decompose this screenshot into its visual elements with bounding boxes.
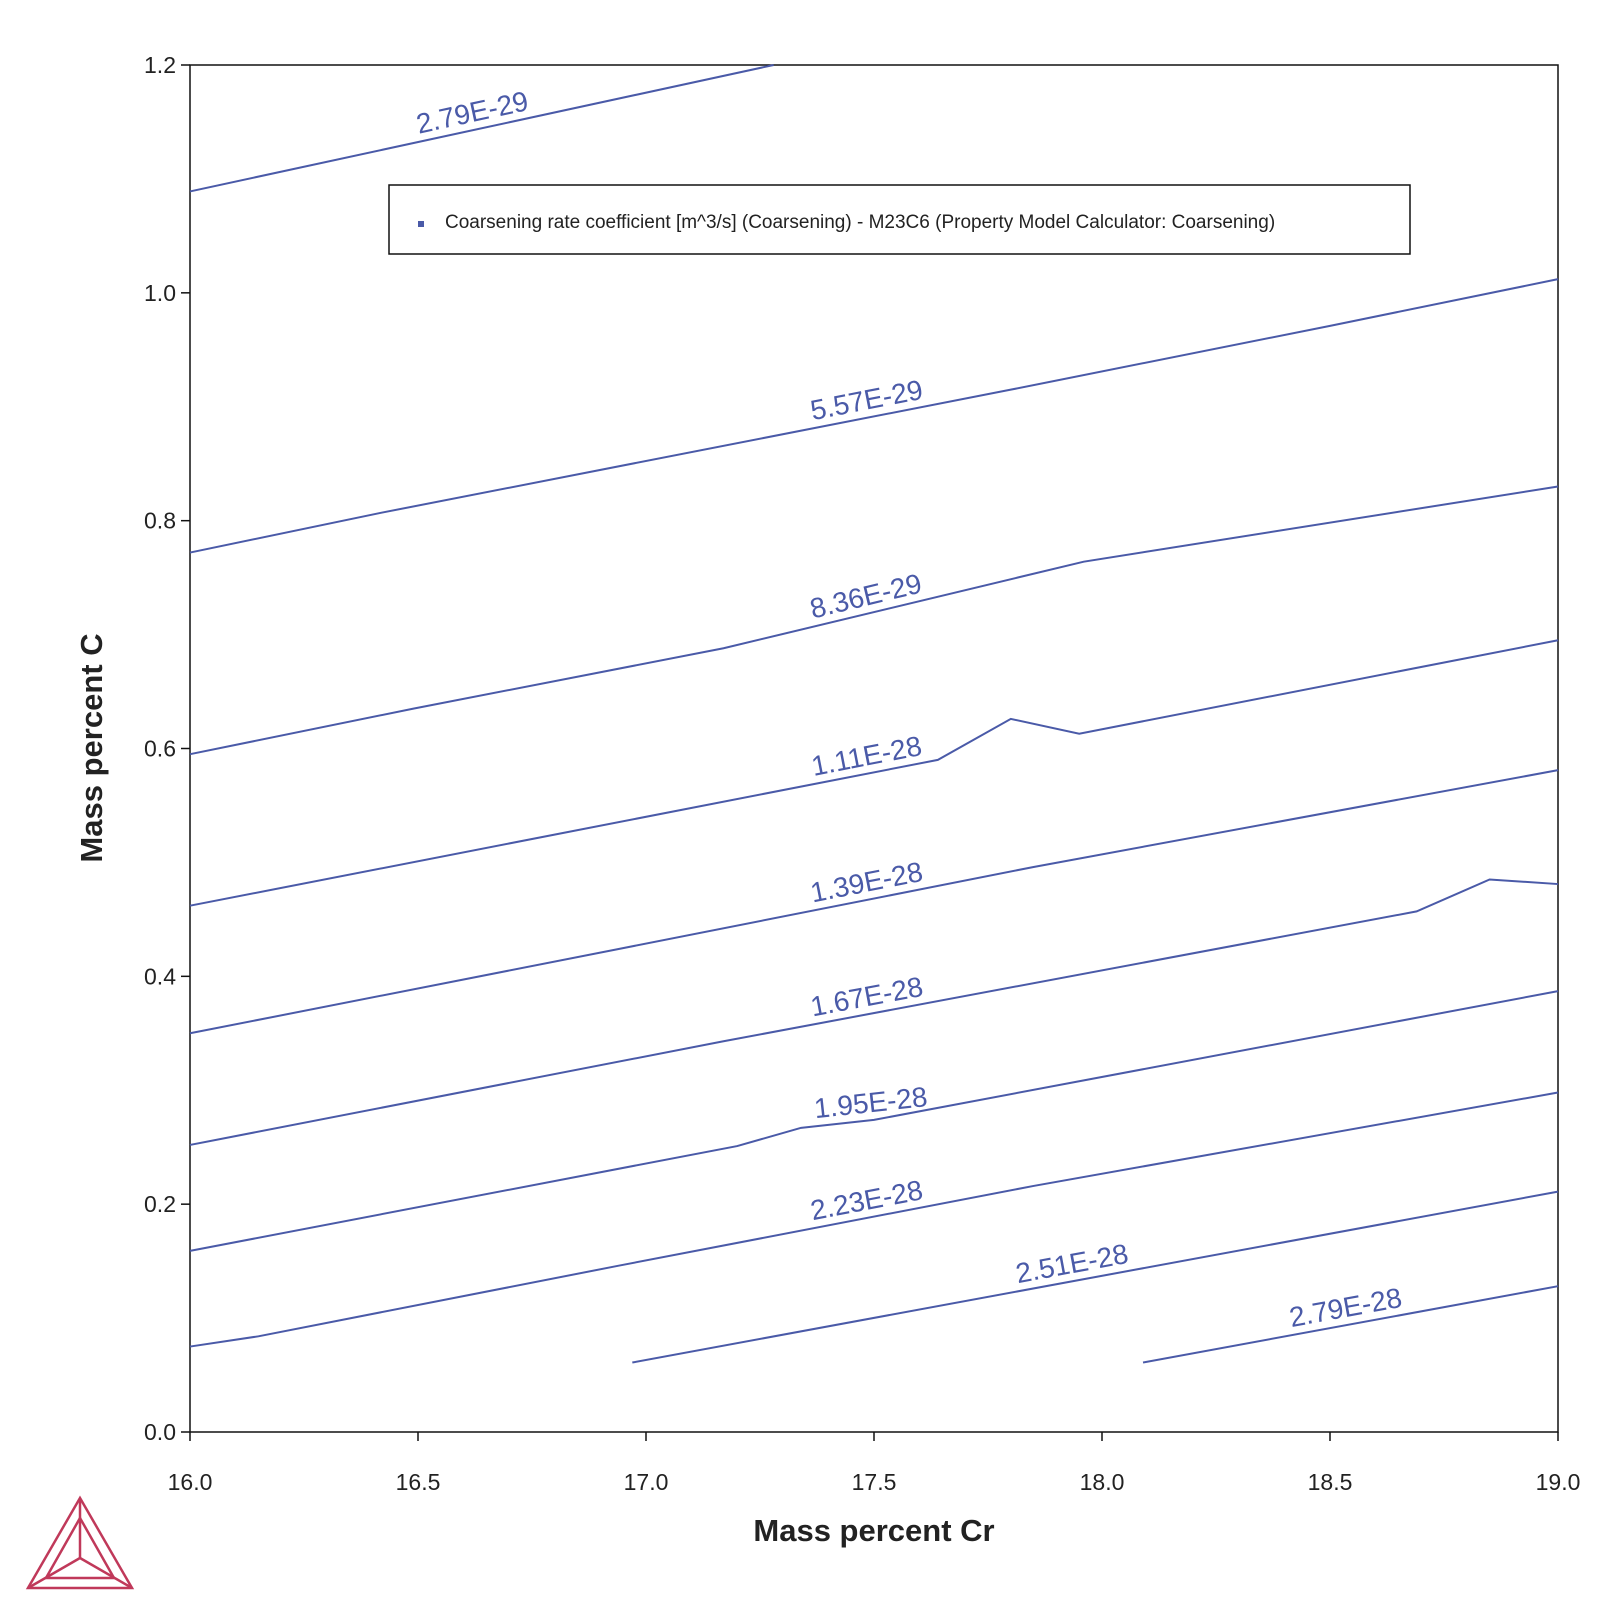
y-axis-title: Mass percent C xyxy=(74,633,109,862)
y-tick-label: 0.0 xyxy=(144,1419,176,1445)
legend-text: Coarsening rate coefficient [m^3/s] (Coa… xyxy=(445,212,1275,233)
y-tick-label: 0.8 xyxy=(144,508,176,534)
y-tick-label: 1.2 xyxy=(144,52,176,78)
contour-line xyxy=(189,878,1559,1146)
x-tick-label: 17.0 xyxy=(624,1469,669,1495)
x-tick-label: 18.5 xyxy=(1308,1469,1353,1495)
x-tick-label: 16.5 xyxy=(396,1469,441,1495)
contour-line xyxy=(189,485,1559,756)
contour-label: 2.79E-29 xyxy=(413,85,531,139)
x-tick-label: 19.0 xyxy=(1536,1469,1581,1495)
x-tick-label: 17.5 xyxy=(852,1469,897,1495)
contour-line xyxy=(632,1190,1559,1364)
y-tick-label: 0.2 xyxy=(144,1191,176,1217)
contour-line xyxy=(189,64,774,193)
y-tick-label: 0.4 xyxy=(144,963,176,989)
x-tick-label: 18.0 xyxy=(1080,1469,1125,1495)
contour-line xyxy=(189,990,1559,1252)
contour-label: 8.36E-29 xyxy=(807,568,925,625)
contour-label: 1.95E-28 xyxy=(813,1081,929,1124)
x-axis-title: Mass percent Cr xyxy=(753,1513,994,1548)
x-tick-label: 16.0 xyxy=(168,1469,213,1495)
contour-line xyxy=(189,278,1559,554)
y-tick-label: 0.6 xyxy=(144,736,176,762)
contour-line xyxy=(189,769,1559,1035)
legend-marker xyxy=(418,221,424,227)
legend-box xyxy=(388,184,1411,255)
contour-line xyxy=(1142,1285,1559,1364)
contour-line xyxy=(189,639,1559,907)
y-tick-label: 1.0 xyxy=(144,280,176,306)
contour-line xyxy=(189,1091,1559,1348)
logo xyxy=(25,1495,135,1590)
